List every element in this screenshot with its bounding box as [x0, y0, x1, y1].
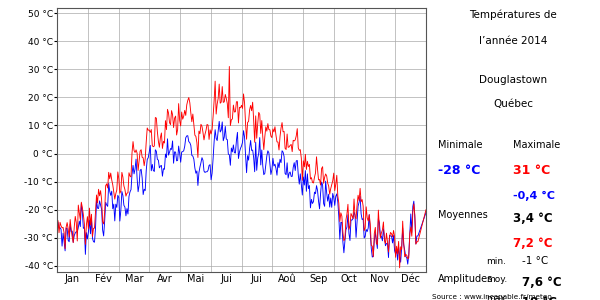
Text: max.: max. [486, 294, 509, 300]
Text: moy.: moy. [486, 274, 507, 284]
Text: Températures de: Températures de [469, 9, 557, 20]
Text: Minimale: Minimale [438, 140, 482, 149]
Text: Source : www.incapable.fr/meteo: Source : www.incapable.fr/meteo [432, 294, 552, 300]
Text: 7,6 °C: 7,6 °C [522, 276, 562, 289]
Text: 3,4 °C: 3,4 °C [513, 212, 553, 224]
Text: 19 °C: 19 °C [522, 296, 557, 300]
Text: Maximale: Maximale [513, 140, 560, 149]
Text: min.: min. [486, 256, 506, 266]
Text: Douglastown: Douglastown [479, 75, 547, 85]
Text: l’année 2014: l’année 2014 [479, 36, 547, 46]
Text: Moyennes: Moyennes [438, 210, 488, 220]
Text: -1 °C: -1 °C [522, 256, 548, 266]
Text: -0,4 °C: -0,4 °C [513, 190, 555, 201]
Text: -28 °C: -28 °C [438, 164, 481, 176]
Text: 31 °C: 31 °C [513, 164, 550, 176]
Text: 7,2 °C: 7,2 °C [513, 237, 553, 250]
Text: Québec: Québec [493, 99, 533, 109]
Text: Amplitudes: Amplitudes [438, 274, 493, 284]
